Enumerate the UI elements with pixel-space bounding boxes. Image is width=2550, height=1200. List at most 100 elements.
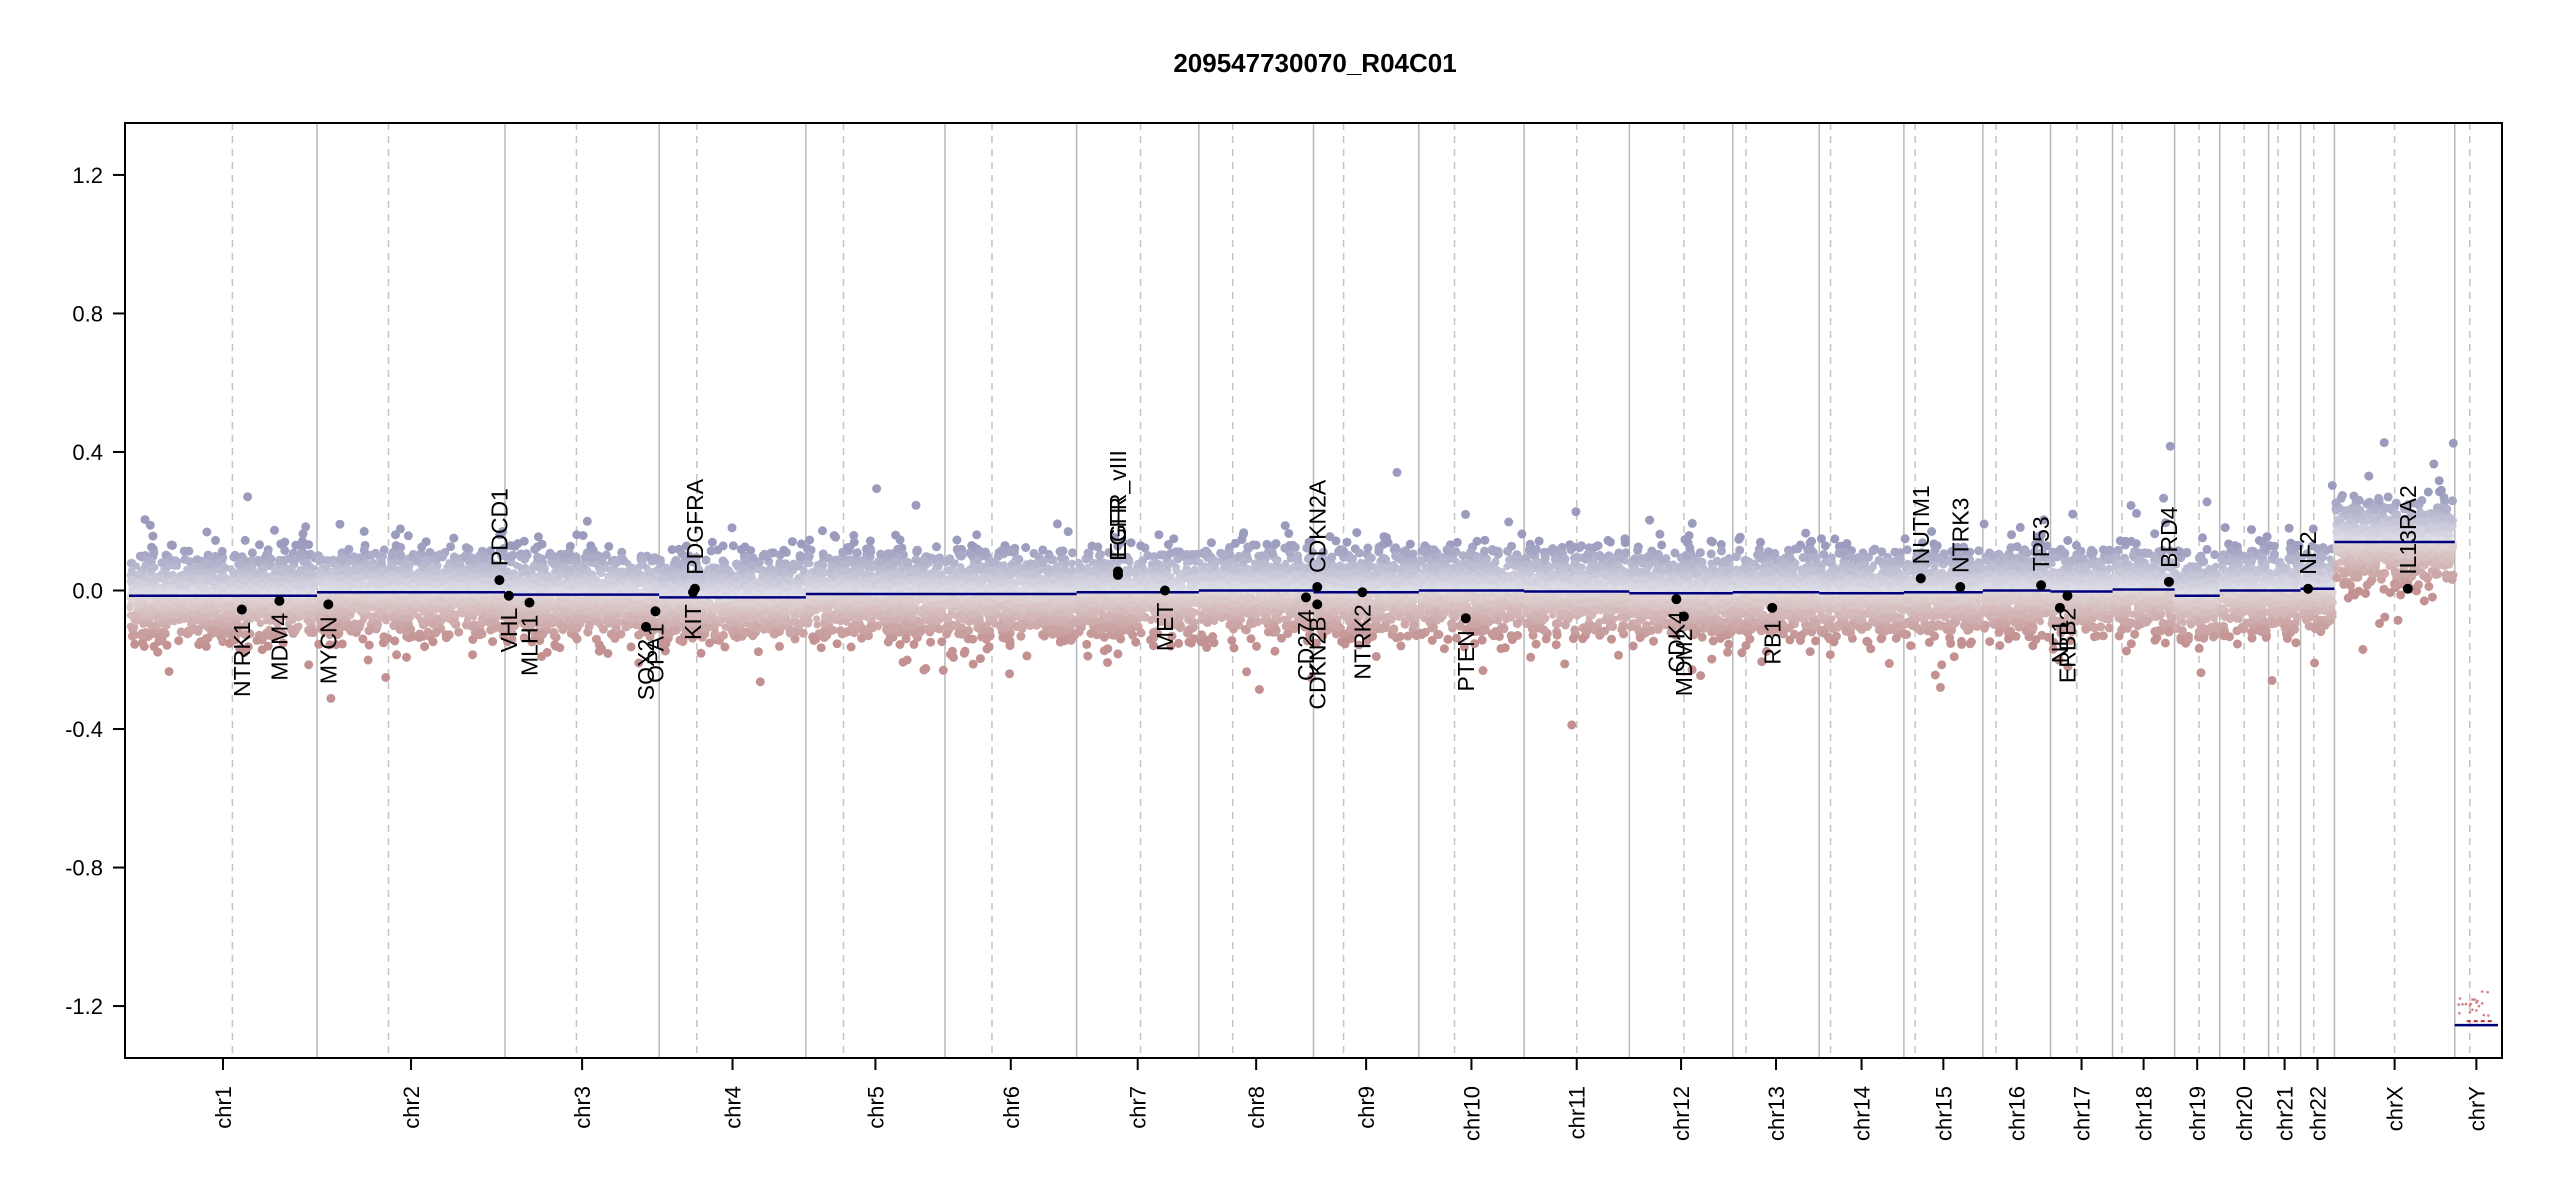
gene-label: BRD4 bbox=[2156, 506, 2182, 568]
gene-point bbox=[1357, 587, 1368, 598]
chrom-label: chr16 bbox=[2005, 1086, 2030, 1141]
chrY-point bbox=[2471, 1008, 2474, 1011]
chrom-label: chr20 bbox=[2232, 1086, 2257, 1141]
chrom-label: chr18 bbox=[2132, 1086, 2157, 1141]
gene-label: PDCD1 bbox=[486, 488, 512, 566]
gene-point bbox=[2402, 583, 2413, 594]
gene-point bbox=[1159, 585, 1170, 596]
chrom-label: chr12 bbox=[1669, 1086, 1694, 1141]
gene-label: NF2 bbox=[2295, 531, 2321, 574]
chrY-point bbox=[2480, 1002, 2484, 1005]
gene-point bbox=[1671, 594, 1682, 605]
chrY-point bbox=[2480, 990, 2484, 993]
gene-label: NF1 bbox=[2047, 620, 2073, 663]
chrY-point bbox=[2457, 1003, 2460, 1006]
chrom-label: chr6 bbox=[999, 1086, 1024, 1129]
gene-point bbox=[2163, 576, 2174, 587]
chrom-label: chr2 bbox=[399, 1086, 424, 1129]
gene-point bbox=[503, 590, 514, 601]
gene-label: SOX2 bbox=[633, 639, 659, 700]
gene-label: MDM2 bbox=[1671, 628, 1697, 696]
gene-point bbox=[2303, 583, 2314, 594]
gene-label: PTEN bbox=[1453, 630, 1479, 691]
chrY-point bbox=[2458, 1011, 2461, 1015]
gene-point bbox=[524, 597, 535, 608]
y-tick-label: 0.4 bbox=[72, 440, 103, 465]
gene-label: NTRK1 bbox=[229, 622, 255, 697]
gene-label: MET bbox=[1152, 603, 1178, 652]
chrom-label: chrY bbox=[2464, 1086, 2489, 1132]
gene-point bbox=[1300, 592, 1311, 603]
gene-point bbox=[2036, 580, 2047, 591]
chrY-point bbox=[2458, 997, 2462, 1000]
gene-label: NTRK2 bbox=[1349, 604, 1375, 679]
chrom-label: chr13 bbox=[1764, 1086, 1789, 1141]
y-tick-label: 1.2 bbox=[72, 163, 103, 188]
gene-label: ERBB2 bbox=[2054, 608, 2080, 683]
gene-label: KIT bbox=[680, 604, 706, 640]
gene-label: TP53 bbox=[2028, 516, 2054, 571]
gene-point bbox=[1955, 582, 1966, 593]
gene-point bbox=[1112, 569, 1123, 580]
chart-title: 209547730070_R04C01 bbox=[1173, 48, 1456, 78]
chrY-point bbox=[2476, 999, 2479, 1003]
chrom-label: chr21 bbox=[2273, 1086, 2298, 1141]
chrom-label: chr8 bbox=[1244, 1086, 1269, 1129]
y-tick-label: -0.8 bbox=[65, 856, 103, 881]
gene-label: CDKN2B bbox=[1304, 616, 1330, 709]
gene-point bbox=[2054, 602, 2065, 613]
gene-label: NTRK3 bbox=[1947, 498, 1973, 573]
chrY-point bbox=[2482, 1013, 2486, 1017]
gene-label: MYCN bbox=[315, 616, 341, 684]
gene-point bbox=[494, 575, 505, 586]
gene-point bbox=[1312, 599, 1323, 610]
chrom-label: chr17 bbox=[2070, 1086, 2095, 1141]
chrom-label: chrX bbox=[2383, 1086, 2408, 1132]
chrom-label: chr14 bbox=[1850, 1086, 1875, 1141]
gene-label: OPA1 bbox=[642, 623, 668, 683]
gene-point bbox=[650, 606, 661, 617]
gene-point bbox=[1767, 602, 1778, 613]
gene-label: MDM4 bbox=[266, 613, 292, 681]
gene-point bbox=[274, 595, 285, 606]
chrY-point bbox=[2461, 1002, 2464, 1006]
chrY-point bbox=[2487, 1014, 2490, 1017]
chrom-label: chr7 bbox=[1126, 1086, 1151, 1129]
chrY-points bbox=[2457, 990, 2490, 1017]
segment-lines bbox=[129, 540, 2498, 1027]
chrom-label: chr11 bbox=[1565, 1086, 1590, 1139]
chrom-label: chr5 bbox=[863, 1086, 888, 1129]
chrY-point bbox=[2471, 998, 2474, 1001]
gene-point bbox=[1312, 582, 1323, 593]
gene-point bbox=[641, 621, 652, 632]
chrom-label: chr1 bbox=[211, 1086, 236, 1129]
chrom-label: chr15 bbox=[1931, 1086, 1956, 1141]
y-axis: 1.2 0.8 0.4 0.0 -0.4 -0.8 -1.2 bbox=[65, 163, 125, 1019]
chrY-point bbox=[2473, 998, 2477, 1001]
gene-label: CDKN2A bbox=[1304, 479, 1330, 573]
chrY-point bbox=[2464, 1002, 2468, 1006]
probe-points bbox=[126, 438, 2490, 1017]
gene-label: CD274 bbox=[1293, 609, 1319, 681]
gene-point bbox=[2062, 590, 2073, 601]
chrom-label: chr9 bbox=[1354, 1086, 1379, 1129]
gene-label: MLH1 bbox=[516, 615, 542, 676]
chrY-point bbox=[2469, 1002, 2472, 1006]
gene-label: RB1 bbox=[1759, 620, 1785, 665]
gene-label: EGFR_vIII bbox=[1105, 450, 1131, 557]
gene-point bbox=[323, 599, 334, 610]
gene-label: IL13RA2 bbox=[2395, 485, 2421, 575]
gene-point bbox=[689, 583, 700, 594]
chrom-label: chr10 bbox=[1459, 1086, 1484, 1141]
chrY-point bbox=[2475, 1009, 2478, 1012]
gene-label: EGFR bbox=[1105, 497, 1131, 561]
chrY-point bbox=[2486, 990, 2489, 994]
gene-label: PDGFRA bbox=[682, 478, 708, 575]
y-tick-label: -0.4 bbox=[65, 717, 103, 742]
gene-point bbox=[1678, 611, 1689, 622]
gene-point bbox=[1915, 573, 1926, 584]
chrom-label: chr19 bbox=[2185, 1086, 2210, 1141]
chrom-label: chr3 bbox=[570, 1086, 595, 1129]
